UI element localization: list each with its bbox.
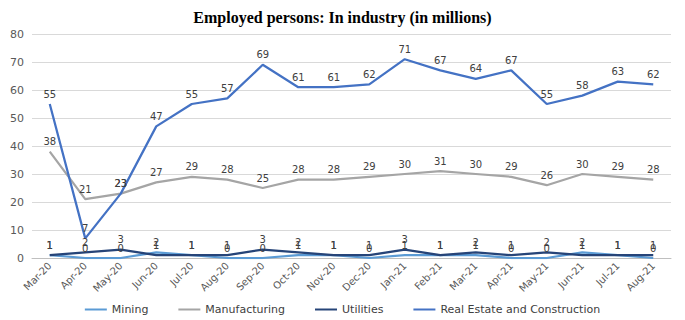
svg-text:Utilities: Utilities — [342, 303, 384, 316]
svg-text:Feb-21: Feb-21 — [412, 260, 444, 292]
svg-text:1: 1 — [650, 240, 656, 251]
svg-text:21: 21 — [79, 184, 92, 195]
svg-text:80: 80 — [10, 28, 24, 41]
svg-text:0: 0 — [259, 242, 266, 254]
svg-text:2: 2 — [82, 237, 88, 248]
svg-text:50: 50 — [10, 112, 24, 125]
svg-text:30: 30 — [10, 168, 24, 181]
svg-text:27: 27 — [150, 167, 163, 178]
svg-text:Dec-20: Dec-20 — [340, 260, 373, 293]
svg-text:3: 3 — [260, 234, 266, 245]
svg-text:Employed persons: In industry: Employed persons: In industry (in millio… — [193, 9, 491, 27]
svg-text:31: 31 — [434, 156, 447, 167]
svg-text:Real Estate and Construction: Real Estate and Construction — [440, 303, 600, 316]
svg-text:30: 30 — [469, 159, 482, 170]
svg-text:Jul-21: Jul-21 — [593, 260, 622, 289]
svg-text:38: 38 — [43, 136, 56, 147]
svg-text:7: 7 — [82, 223, 88, 234]
svg-text:25: 25 — [256, 173, 269, 184]
svg-text:28: 28 — [221, 164, 234, 175]
svg-text:3: 3 — [402, 234, 408, 245]
svg-text:1: 1 — [615, 240, 621, 251]
svg-text:67: 67 — [434, 55, 447, 66]
svg-text:Sep-20: Sep-20 — [234, 260, 267, 293]
svg-text:1: 1 — [189, 240, 195, 251]
svg-text:29: 29 — [185, 161, 198, 172]
svg-text:1: 1 — [401, 239, 408, 251]
svg-text:67: 67 — [505, 55, 518, 66]
svg-text:Jul-20: Jul-20 — [167, 260, 196, 289]
svg-text:0: 0 — [543, 242, 550, 254]
svg-text:1: 1 — [153, 240, 159, 251]
svg-text:1: 1 — [224, 240, 230, 251]
svg-text:29: 29 — [611, 161, 624, 172]
svg-text:1: 1 — [508, 240, 514, 251]
svg-text:28: 28 — [327, 164, 340, 175]
svg-text:May-20: May-20 — [91, 260, 125, 294]
svg-text:0: 0 — [82, 242, 89, 254]
svg-text:55: 55 — [185, 89, 198, 100]
svg-text:70: 70 — [10, 56, 24, 69]
svg-text:Nov-20: Nov-20 — [305, 260, 338, 293]
svg-text:61: 61 — [292, 72, 305, 83]
svg-text:71: 71 — [398, 44, 411, 55]
svg-text:55: 55 — [540, 89, 553, 100]
svg-text:Mar-21: Mar-21 — [447, 260, 479, 292]
svg-text:58: 58 — [576, 80, 589, 91]
svg-text:1: 1 — [47, 240, 53, 251]
svg-text:1: 1 — [331, 240, 337, 251]
svg-text:Jun-20: Jun-20 — [129, 260, 160, 291]
svg-text:1: 1 — [437, 240, 443, 251]
svg-text:1: 1 — [437, 240, 443, 251]
svg-text:62: 62 — [647, 69, 660, 80]
svg-text:Apr-20: Apr-20 — [58, 260, 89, 291]
svg-text:30: 30 — [576, 159, 589, 170]
svg-text:Mar-20: Mar-20 — [21, 260, 53, 292]
svg-text:63: 63 — [611, 66, 624, 77]
svg-text:Oct-20: Oct-20 — [271, 260, 303, 292]
svg-text:2: 2 — [473, 237, 479, 248]
svg-text:Jun-21: Jun-21 — [555, 260, 586, 291]
svg-text:61: 61 — [327, 72, 340, 83]
svg-text:May-21: May-21 — [517, 260, 551, 294]
svg-text:26: 26 — [540, 170, 553, 181]
svg-text:Jan-21: Jan-21 — [378, 260, 409, 291]
svg-text:10: 10 — [10, 224, 24, 237]
svg-text:3: 3 — [118, 234, 124, 245]
svg-text:28: 28 — [647, 164, 660, 175]
svg-text:1: 1 — [615, 240, 621, 251]
svg-text:57: 57 — [221, 83, 234, 94]
svg-text:30: 30 — [398, 159, 411, 170]
svg-text:1: 1 — [579, 240, 585, 251]
svg-text:Aug-20: Aug-20 — [198, 260, 231, 293]
svg-text:55: 55 — [43, 89, 56, 100]
svg-text:47: 47 — [150, 111, 163, 122]
svg-text:1: 1 — [189, 240, 195, 251]
svg-text:29: 29 — [505, 161, 518, 172]
svg-text:60: 60 — [10, 84, 24, 97]
svg-text:20: 20 — [10, 196, 24, 209]
svg-text:29: 29 — [363, 161, 376, 172]
svg-text:2: 2 — [295, 237, 301, 248]
svg-text:40: 40 — [10, 140, 24, 153]
svg-text:62: 62 — [363, 69, 376, 80]
svg-text:1: 1 — [331, 240, 337, 251]
svg-text:69: 69 — [256, 49, 269, 60]
svg-text:Manufacturing: Manufacturing — [205, 303, 285, 316]
svg-text:1: 1 — [366, 240, 372, 251]
svg-text:64: 64 — [469, 63, 482, 74]
svg-text:Apr-21: Apr-21 — [484, 260, 515, 291]
svg-text:1: 1 — [47, 240, 53, 251]
svg-text:2: 2 — [544, 237, 550, 248]
svg-text:Mining: Mining — [112, 303, 149, 316]
svg-text:23: 23 — [114, 178, 127, 189]
svg-text:0: 0 — [117, 242, 124, 254]
svg-text:Aug-21: Aug-21 — [624, 260, 657, 293]
svg-text:28: 28 — [292, 164, 305, 175]
svg-text:0: 0 — [17, 252, 24, 265]
svg-text:23: 23 — [114, 178, 127, 189]
